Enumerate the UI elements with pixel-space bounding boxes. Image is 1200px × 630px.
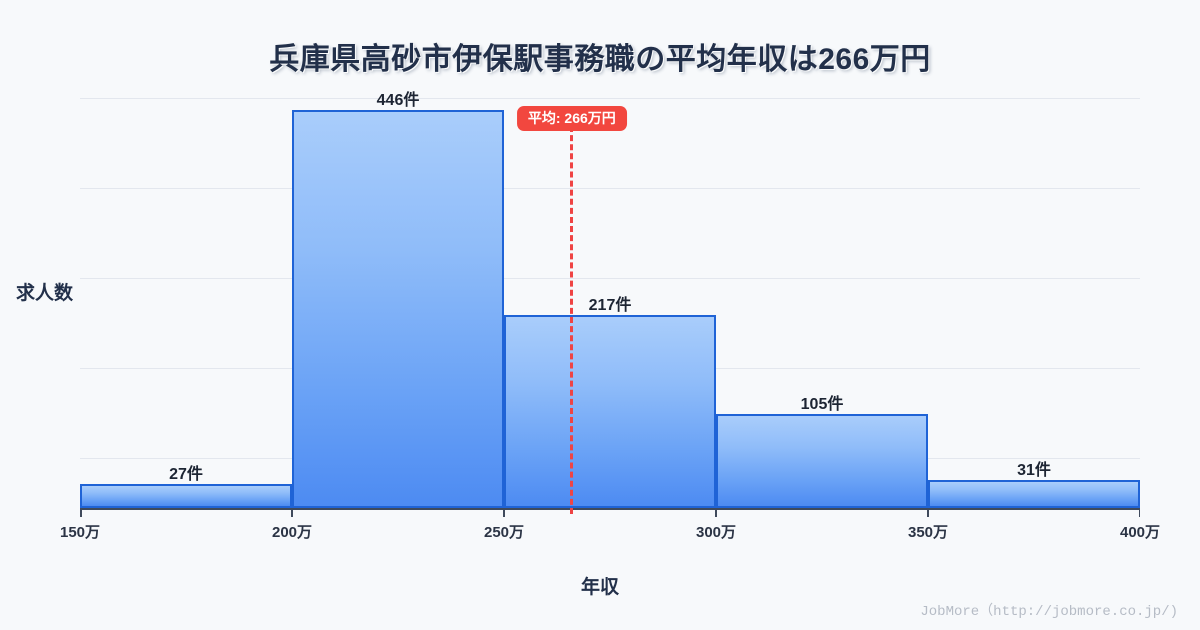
bar-300-350 (716, 414, 928, 508)
x-axis-title: 年収 (580, 577, 619, 598)
average-badge: 平均: 266万円 (516, 106, 627, 131)
x-tick-mark (715, 508, 717, 517)
x-tick-mark (503, 508, 505, 517)
x-axis-line (80, 508, 1140, 510)
average-line (570, 126, 574, 514)
bar-150-200 (80, 483, 292, 508)
bar-200-250 (292, 110, 504, 508)
x-tick-mark (927, 508, 929, 517)
y-axis-title: 求人数 (16, 283, 74, 304)
x-tick-label: 350万 (907, 524, 949, 541)
page-title: 兵庫県高砂市伊保駅事務職の平均年収は266万円 (269, 43, 931, 76)
watermark: JobMore（http://jobmore.co.jp/) (920, 604, 1178, 620)
bar-250-300 (504, 314, 716, 508)
x-tick-label: 200万 (271, 524, 313, 541)
x-tick-mark (1138, 508, 1140, 517)
x-tick-mark (80, 508, 82, 517)
x-tick-label: 300万 (695, 524, 737, 541)
bar-value-label: 27件 (169, 465, 203, 483)
x-tick-label: 150万 (59, 524, 101, 541)
bar-350-400 (928, 480, 1140, 508)
bar-value-label: 446件 (376, 92, 420, 110)
x-tick-mark (291, 508, 293, 517)
x-tick-label: 250万 (483, 524, 525, 541)
gridline (80, 278, 1140, 279)
gridline (80, 188, 1140, 189)
bar-value-label: 105件 (800, 396, 844, 414)
gridline (80, 98, 1140, 99)
bar-value-label: 217件 (588, 296, 632, 314)
x-tick-label: 400万 (1119, 524, 1161, 541)
plot-area (80, 98, 1140, 508)
bar-value-label: 31件 (1017, 462, 1051, 480)
